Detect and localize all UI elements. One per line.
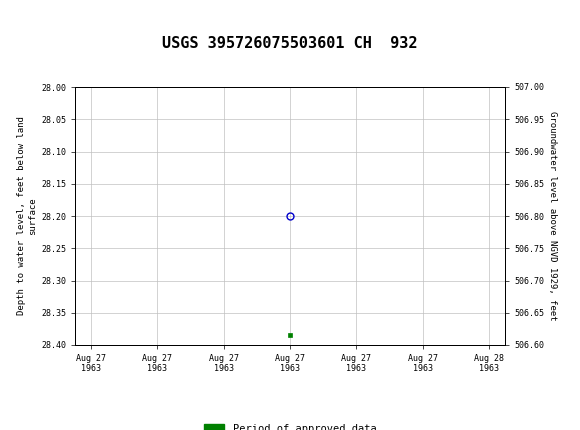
Text: USGS 395726075503601 CH  932: USGS 395726075503601 CH 932 [162,36,418,51]
Text: ≡USGS: ≡USGS [3,9,49,24]
Legend: Period of approved data: Period of approved data [200,420,380,430]
Y-axis label: Groundwater level above NGVD 1929, feet: Groundwater level above NGVD 1929, feet [548,111,557,321]
Y-axis label: Depth to water level, feet below land
surface: Depth to water level, feet below land su… [17,117,37,316]
